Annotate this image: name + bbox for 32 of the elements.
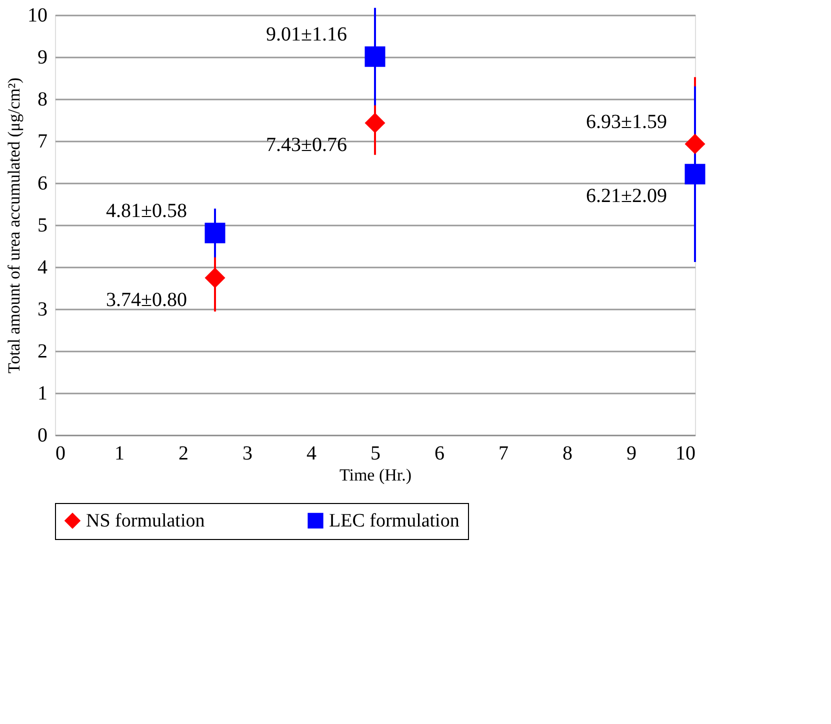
x-tick-label: 7 xyxy=(498,442,508,464)
x-tick-label: 2 xyxy=(178,442,188,464)
x-tick-label: 6 xyxy=(434,442,444,464)
x-tick-label: 0 xyxy=(56,442,66,464)
y-tick-label: 6 xyxy=(38,172,48,194)
data-label: 9.01±1.16 xyxy=(266,24,347,46)
y-tick-label: 8 xyxy=(38,88,48,110)
x-tick-label: 1 xyxy=(114,442,124,464)
data-label: 6.21±2.09 xyxy=(586,185,667,208)
legend-label: LEC formulation xyxy=(329,510,460,532)
data-label: 3.74±0.80 xyxy=(106,288,187,311)
y-tick-label: 10 xyxy=(28,4,48,26)
x-tick-label: 5 xyxy=(370,442,380,464)
x-tick-label: 4 xyxy=(306,442,316,464)
x-tick-label: 9 xyxy=(626,442,636,464)
x-tick-label: 3 xyxy=(242,442,252,464)
data-label: 4.81±0.58 xyxy=(106,200,187,222)
x-axis-title: Time (Hr.) xyxy=(339,466,412,484)
y-tick-label: 3 xyxy=(38,298,48,320)
x-tick-label: 8 xyxy=(562,442,572,464)
y-tick-label: 9 xyxy=(38,46,48,68)
legend-label: NS formulation xyxy=(86,510,206,532)
y-tick-label: 0 xyxy=(38,424,48,446)
y-tick-label: 7 xyxy=(38,130,48,152)
y-tick-label: 1 xyxy=(38,382,48,404)
y-tick-label: 2 xyxy=(38,340,48,362)
y-tick-label: 5 xyxy=(38,214,48,236)
x-tick-label: 10 xyxy=(676,442,696,464)
data-label: 6.93±1.59 xyxy=(586,110,667,133)
y-tick-label: 4 xyxy=(38,256,48,278)
y-axis-title: Total amount of urea accumulated (μg/cm²) xyxy=(4,78,24,374)
data-label: 7.43±0.76 xyxy=(266,134,347,156)
